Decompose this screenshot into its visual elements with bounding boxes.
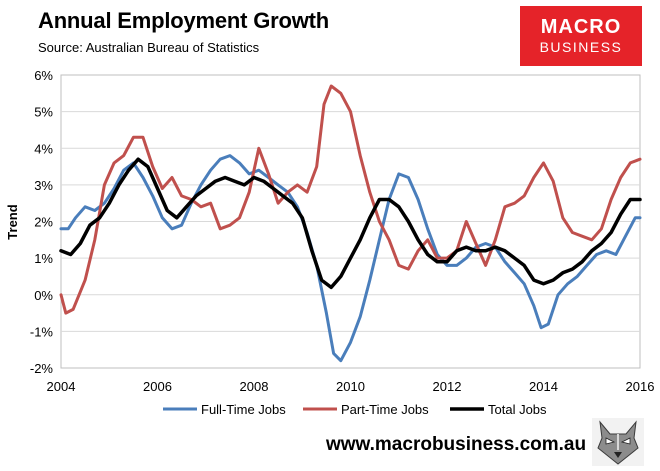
chart-title: Annual Employment Growth	[38, 8, 329, 33]
y-tick-label: 3%	[34, 178, 53, 193]
y-tick-label: 6%	[34, 68, 53, 83]
y-tick-label: 1%	[34, 251, 53, 266]
x-tick-label: 2014	[529, 379, 558, 394]
macrobusiness-logo[interactable]: MACRO BUSINESS	[520, 6, 642, 66]
logo-line-2: BUSINESS	[539, 39, 623, 55]
legend-label: Part-Time Jobs	[341, 402, 429, 417]
logo-line-1: MACRO	[540, 16, 622, 38]
series-line-part-time-jobs	[59, 84, 642, 315]
y-axis-label: Trend	[5, 204, 20, 239]
y-tick-label: 2%	[34, 215, 53, 230]
y-tick-label: -1%	[30, 324, 54, 339]
series-line-total-jobs	[59, 157, 642, 290]
footer-url[interactable]: www.macrobusiness.com.au	[326, 434, 587, 455]
x-tick-label: 2006	[143, 379, 172, 394]
legend: Full-Time Jobs Part-Time Jobs Total Jobs	[163, 402, 547, 417]
y-tick-label: 4%	[34, 141, 53, 156]
chart-subtitle: Source: Australian Bureau of Statistics	[38, 40, 260, 55]
wolf-icon	[592, 418, 644, 466]
y-tick-label: -2%	[30, 361, 54, 376]
series-line-full-time-jobs	[59, 154, 642, 363]
x-tick-label: 2010	[336, 379, 365, 394]
x-tick-label: 2012	[433, 379, 462, 394]
y-axis-ticks: -2% -1% 0% 1% 2% 3% 4% 5% 6%	[30, 68, 54, 376]
x-axis-ticks: 2004 2006 2008 2010 2012 2014 2016	[47, 379, 655, 394]
x-tick-label: 2016	[626, 379, 655, 394]
x-tick-label: 2004	[47, 379, 76, 394]
gridlines	[61, 111, 640, 332]
series-lines	[59, 84, 642, 363]
y-tick-label: 0%	[34, 288, 53, 303]
x-tick-label: 2008	[240, 379, 269, 394]
y-tick-label: 5%	[34, 105, 53, 120]
legend-label: Total Jobs	[488, 402, 547, 417]
legend-label: Full-Time Jobs	[201, 402, 286, 417]
